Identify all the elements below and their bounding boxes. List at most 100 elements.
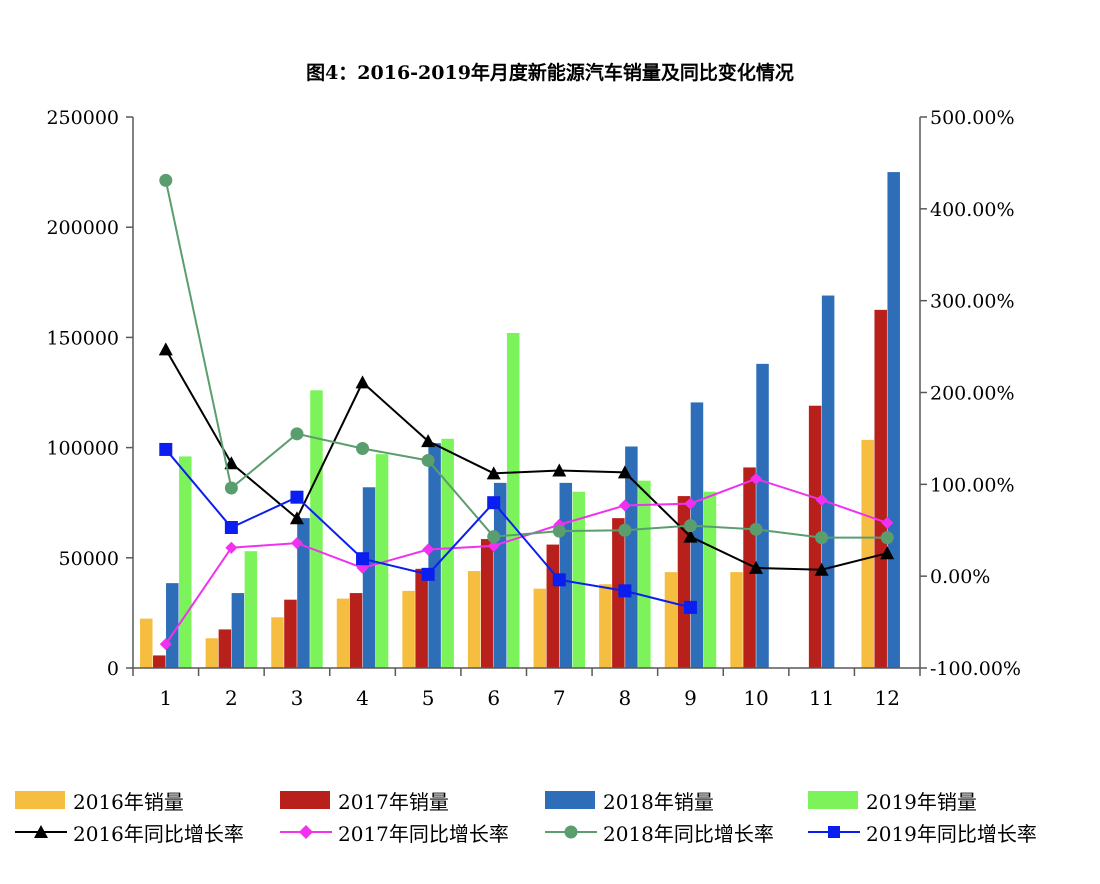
bar-2-0 bbox=[166, 583, 179, 668]
marker-1-8 bbox=[684, 497, 697, 510]
axis-layer: 0 50000 100000 150000 200000 250000 -100.00% 0.… bbox=[46, 107, 1021, 710]
marker-2-5 bbox=[487, 530, 501, 544]
marker-2-2 bbox=[290, 427, 304, 441]
marker-0-5 bbox=[486, 466, 501, 480]
y-left-tick-label: 200000 bbox=[46, 217, 119, 239]
marker-3-1 bbox=[224, 520, 238, 534]
line-series-2 bbox=[164, 180, 888, 539]
bar-3-2 bbox=[310, 390, 323, 668]
legend-label: 2016年同比增长率 bbox=[73, 821, 244, 846]
bar-1-1 bbox=[218, 629, 232, 668]
y-right-tick-label: 100.00% bbox=[930, 474, 1015, 496]
marker-1-11 bbox=[881, 516, 894, 529]
marker-3-0 bbox=[159, 442, 173, 456]
marker-2-4 bbox=[421, 453, 435, 467]
bar-3-6 bbox=[572, 491, 586, 668]
marker-3-5 bbox=[487, 496, 501, 510]
marker-1-0 bbox=[159, 638, 172, 651]
bar-2-3 bbox=[362, 487, 376, 668]
marker-1-4 bbox=[422, 543, 435, 556]
marker-0-0 bbox=[158, 342, 173, 356]
marker-3-7 bbox=[618, 584, 632, 598]
legend-label: 2017年销量 bbox=[338, 789, 449, 814]
bar-0-4 bbox=[402, 590, 415, 668]
bar-2-10 bbox=[821, 295, 835, 668]
triangle-marker-icon bbox=[15, 825, 67, 838]
square-marker-icon bbox=[808, 826, 860, 838]
y-right-tick-label: 300.00% bbox=[930, 291, 1015, 313]
legend-label: 2019年同比增长率 bbox=[866, 821, 1037, 846]
marker-0-9 bbox=[749, 560, 764, 574]
bar-0-11 bbox=[861, 439, 874, 668]
marker-0-1 bbox=[224, 456, 239, 470]
bar-0-2 bbox=[271, 617, 284, 668]
y-left-tick-label: 50000 bbox=[59, 548, 119, 570]
bar-3-8 bbox=[703, 491, 717, 668]
legend-swatch-2016 bbox=[15, 791, 65, 809]
marker-2-10 bbox=[815, 531, 829, 545]
bar-3-0 bbox=[179, 456, 192, 668]
marker-3-6 bbox=[552, 573, 566, 587]
x-tick-label: 9 bbox=[684, 686, 697, 710]
chart-canvas: 0 50000 100000 150000 200000 250000 -100.00% 0.… bbox=[46, 107, 1021, 710]
legend-label: 2019年销量 bbox=[866, 789, 977, 814]
y-right-tick-label: 0.00% bbox=[930, 566, 990, 588]
y-left-tick-label: 0 bbox=[107, 658, 119, 680]
bar-0-1 bbox=[205, 638, 219, 668]
marker-1-5 bbox=[487, 539, 500, 552]
bar-2-9 bbox=[756, 363, 769, 668]
x-tick-label: 1 bbox=[159, 686, 172, 710]
x-tick-label: 10 bbox=[743, 686, 768, 710]
marker-2-1 bbox=[224, 481, 238, 495]
x-tick-label: 2 bbox=[225, 686, 238, 710]
bar-1-6 bbox=[546, 544, 560, 668]
bar-2-11 bbox=[887, 172, 900, 668]
legend-bar-2019: 2019年销量 bbox=[808, 786, 977, 814]
legend-swatch-2017 bbox=[280, 791, 330, 809]
bar-1-3 bbox=[349, 593, 363, 668]
marker-2-8 bbox=[683, 519, 697, 533]
marker-1-7 bbox=[618, 499, 631, 512]
y-left-tick-label: 100000 bbox=[46, 438, 119, 460]
marker-1-10 bbox=[815, 493, 828, 506]
marker-1-9 bbox=[750, 472, 763, 485]
chart-title: 图4：2016-2019年月度新能源汽车销量及同比变化情况 bbox=[306, 62, 794, 84]
marker-0-2 bbox=[289, 511, 304, 525]
marker-0-10 bbox=[814, 562, 829, 576]
legend-label: 2018年同比增长率 bbox=[603, 821, 774, 846]
bar-3-7 bbox=[638, 480, 651, 668]
y-right-tick-label: 200.00% bbox=[930, 383, 1015, 405]
x-tick-label: 4 bbox=[356, 686, 369, 710]
marker-3-3 bbox=[356, 552, 370, 566]
y-right-tick-label: 400.00% bbox=[930, 199, 1015, 221]
marker-2-3 bbox=[356, 442, 370, 456]
marker-2-9 bbox=[749, 522, 763, 536]
bar-1-5 bbox=[480, 539, 494, 668]
marker-0-3 bbox=[355, 375, 370, 389]
bar-0-7 bbox=[599, 584, 612, 668]
legend-line-2019: 2019年同比增长率 bbox=[808, 818, 1037, 846]
bar-1-0 bbox=[153, 655, 166, 668]
bar-3-1 bbox=[244, 551, 258, 668]
marker-0-8 bbox=[683, 529, 698, 543]
marker-3-2 bbox=[290, 490, 304, 504]
marker-1-2 bbox=[290, 537, 303, 550]
x-tick-label: 3 bbox=[291, 686, 304, 710]
line-series-0 bbox=[164, 348, 888, 571]
bar-2-2 bbox=[297, 518, 310, 668]
marker-3-4 bbox=[421, 567, 435, 581]
bar-3-3 bbox=[375, 454, 389, 668]
marker-2-0 bbox=[159, 173, 173, 187]
x-tick-label: 6 bbox=[487, 686, 500, 710]
diamond-marker-icon bbox=[280, 825, 332, 839]
marker-2-7 bbox=[618, 523, 632, 537]
bar-1-9 bbox=[743, 467, 756, 668]
legend-bar-2016: 2016年销量 bbox=[15, 786, 184, 814]
line-layer bbox=[158, 173, 895, 651]
bar-1-2 bbox=[284, 599, 297, 668]
bar-2-5 bbox=[493, 482, 507, 668]
marker-0-11 bbox=[880, 546, 895, 560]
circle-marker-icon bbox=[545, 825, 597, 839]
marker-0-4 bbox=[421, 434, 436, 448]
bar-1-11 bbox=[874, 309, 887, 668]
